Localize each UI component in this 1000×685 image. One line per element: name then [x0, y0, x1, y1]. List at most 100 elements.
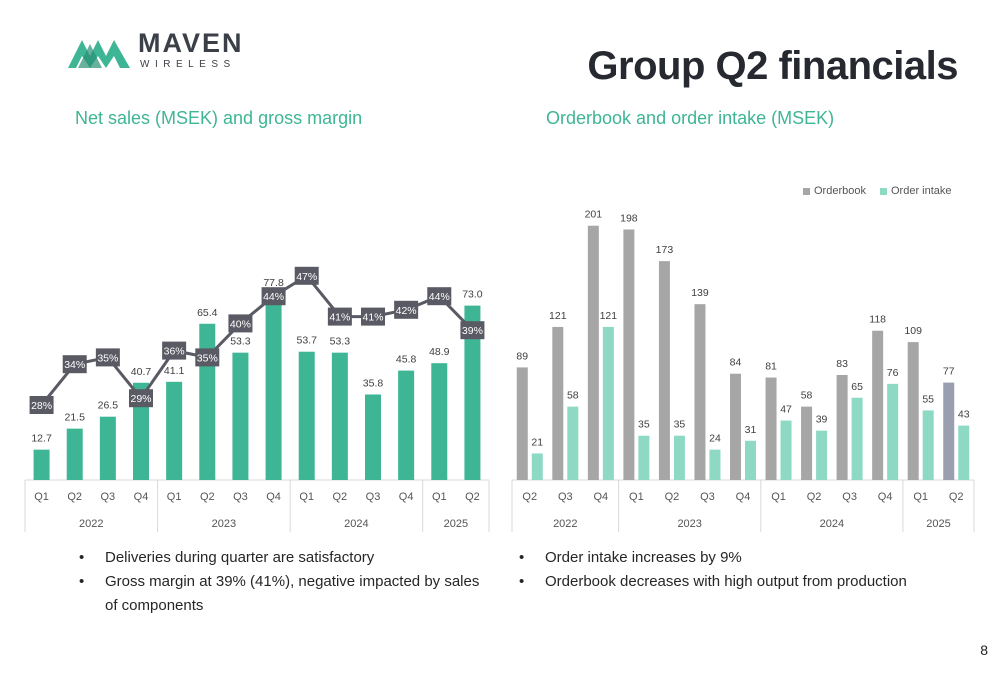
x-tick-label: Q1: [299, 491, 314, 503]
sales-value-label: 40.7: [131, 366, 152, 378]
sales-value-label: 26.5: [98, 400, 119, 412]
right-bullets: Order intake increases by 9% Orderbook d…: [515, 546, 955, 594]
net-sales-chart: 12.7 Q1 21.5 Q2 26.5 Q3 40.7 Q4 41.1 Q1 65.4 Q2 53.3…: [24, 266, 490, 532]
right-chart-subtitle: Orderbook and order intake (MSEK): [546, 108, 835, 128]
order-intake-value-label: 35: [638, 419, 650, 431]
order-intake-bar: [602, 326, 614, 480]
orderbook-value-label: 84: [730, 357, 742, 369]
sales-bar: [33, 449, 50, 480]
maven-wireless-logo: MAVEN WIRELESS: [68, 28, 242, 73]
legend-swatch-orderbook: [803, 187, 810, 195]
order-intake-bar: [745, 440, 756, 480]
x-tick-label: Q1: [913, 491, 928, 503]
left-bullet-1: Deliveries during quarter are satisfacto…: [75, 546, 495, 570]
margin-label-box: [95, 348, 120, 367]
orderbook-value-label: 58: [801, 390, 813, 402]
margin-label: 47%: [296, 271, 317, 283]
orderbook-value-label: 109: [904, 325, 922, 337]
legend-item-orderbook: Orderbook: [803, 185, 866, 197]
order-intake-value-label: 76: [887, 367, 899, 379]
x-tick-label: Q1: [432, 491, 447, 503]
margin-label-box: [162, 341, 187, 360]
orderbook-legend: Orderbook Order intake: [803, 185, 952, 197]
x-group-label: 2024: [820, 518, 844, 530]
orderbook-value-label: 89: [516, 350, 528, 362]
orderbook-bar: [943, 382, 955, 480]
legend-label-order-intake: Order intake: [890, 185, 952, 197]
x-tick-label: Q4: [878, 491, 893, 503]
logo-mountain-icon: [68, 40, 130, 68]
orderbook-value-label: 118: [869, 314, 886, 326]
x-group-label: 2025: [444, 518, 468, 530]
orderbook-bar: [872, 330, 884, 480]
orderbook-chart: 89 21 Q2 121 58 Q3 201 121 Q4 198 35 Q1 173 35 Q2 139 24…: [511, 209, 975, 532]
x-tick-label: Q3: [233, 491, 248, 503]
x-tick-label: Q1: [629, 491, 644, 503]
margin-label: 42%: [396, 305, 417, 317]
x-group-label: 2023: [212, 518, 236, 530]
margin-label-box: [294, 266, 319, 285]
orderbook-bar: [587, 225, 599, 480]
order-intake-bar: [673, 435, 685, 480]
margin-label: 44%: [429, 291, 450, 303]
sales-value-label: 45.8: [396, 354, 417, 366]
x-tick-label: Q2: [807, 491, 822, 503]
margin-label: 36%: [164, 346, 185, 358]
orderbook-bar: [552, 326, 564, 480]
x-tick-label: Q2: [333, 491, 348, 503]
order-intake-value-label: 65: [851, 381, 863, 393]
sales-bar: [66, 428, 83, 480]
sales-bar: [365, 394, 381, 480]
logo-tagline: WIRELESS: [140, 59, 236, 70]
margin-label-box: [261, 287, 286, 306]
sales-bar: [99, 416, 116, 480]
sales-bar: [464, 305, 481, 480]
x-tick-label: Q1: [771, 491, 786, 503]
margin-label-box: [29, 396, 54, 414]
right-bullet-1: Order intake increases by 9%: [515, 546, 955, 570]
x-tick-label: Q2: [200, 491, 215, 503]
sales-bar: [431, 363, 448, 480]
orderbook-value-label: 198: [620, 213, 638, 225]
orderbook-bar: [516, 367, 528, 480]
orderbook-bar: [694, 304, 706, 480]
x-tick-label: Q2: [665, 491, 680, 503]
x-tick-label: Q1: [34, 491, 49, 503]
order-intake-value-label: 43: [958, 409, 970, 421]
orderbook-bar: [623, 229, 635, 480]
margin-label-box: [129, 389, 153, 408]
orderbook-value-label: 173: [656, 244, 674, 256]
order-intake-value-label: 24: [709, 433, 721, 445]
x-tick-label: Q2: [522, 491, 537, 503]
order-intake-bar: [958, 425, 970, 480]
left-bullet-2: Gross margin at 39% (41%), negative impa…: [75, 570, 495, 618]
sales-bar: [298, 351, 315, 480]
order-intake-value-label: 35: [674, 419, 686, 431]
sales-bar: [331, 352, 348, 480]
x-tick-label: Q2: [67, 491, 82, 503]
orderbook-value-label: 121: [549, 310, 567, 322]
orderbook-value-label: 83: [836, 358, 848, 370]
margin-label: 40%: [230, 318, 251, 330]
margin-label-box: [361, 307, 385, 326]
order-intake-value-label: 55: [922, 393, 934, 405]
margin-label: 41%: [362, 312, 383, 324]
margin-label-box: [327, 307, 352, 326]
order-intake-value-label: 39: [816, 414, 828, 426]
sales-value-label: 53.7: [296, 335, 317, 347]
sales-value-label: 12.7: [31, 433, 52, 445]
x-group-label: 2024: [344, 518, 368, 530]
sales-value-label: 48.9: [429, 346, 450, 358]
sales-bar: [398, 370, 415, 480]
x-group-label: 2025: [926, 518, 950, 530]
x-tick-label: Q2: [949, 491, 964, 503]
orderbook-bar: [730, 373, 741, 480]
margin-label-box: [394, 300, 419, 319]
page-title: Group Q2 financials: [587, 44, 958, 88]
x-tick-label: Q3: [101, 491, 116, 503]
sales-value-label: 41.1: [164, 365, 185, 377]
margin-label: 41%: [329, 312, 350, 324]
margin-label-box: [62, 355, 87, 374]
order-intake-value-label: 58: [567, 390, 579, 402]
page-number: 8: [980, 642, 988, 658]
